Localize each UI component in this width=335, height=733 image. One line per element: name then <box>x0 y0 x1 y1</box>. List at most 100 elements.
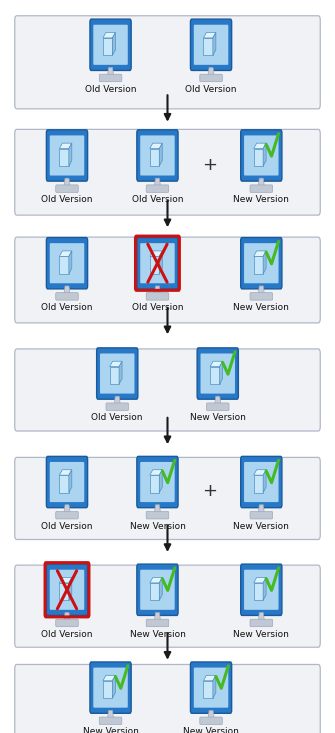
Polygon shape <box>254 143 266 149</box>
Polygon shape <box>254 251 266 257</box>
FancyBboxPatch shape <box>200 717 222 724</box>
Text: New Version: New Version <box>83 727 138 733</box>
Polygon shape <box>263 143 266 166</box>
Polygon shape <box>203 32 216 38</box>
Text: New Version: New Version <box>233 522 289 531</box>
Polygon shape <box>69 251 72 273</box>
Polygon shape <box>110 366 119 384</box>
Polygon shape <box>150 578 162 583</box>
FancyBboxPatch shape <box>250 185 273 192</box>
Polygon shape <box>254 475 263 493</box>
Polygon shape <box>59 251 72 257</box>
Polygon shape <box>159 470 162 493</box>
FancyBboxPatch shape <box>190 19 232 70</box>
Polygon shape <box>150 475 159 493</box>
Polygon shape <box>263 470 266 493</box>
Polygon shape <box>203 681 213 698</box>
FancyBboxPatch shape <box>250 619 273 627</box>
Polygon shape <box>254 149 263 166</box>
FancyBboxPatch shape <box>137 457 178 508</box>
Text: Old Version: Old Version <box>91 413 143 422</box>
FancyBboxPatch shape <box>15 129 320 216</box>
Polygon shape <box>213 675 216 698</box>
FancyBboxPatch shape <box>99 74 122 81</box>
FancyBboxPatch shape <box>93 25 128 65</box>
Polygon shape <box>59 257 69 273</box>
FancyBboxPatch shape <box>15 15 320 108</box>
FancyBboxPatch shape <box>194 668 228 707</box>
FancyBboxPatch shape <box>200 74 222 81</box>
FancyBboxPatch shape <box>50 136 84 175</box>
FancyBboxPatch shape <box>194 25 228 65</box>
Polygon shape <box>210 366 219 384</box>
FancyBboxPatch shape <box>46 130 88 181</box>
FancyBboxPatch shape <box>206 403 229 410</box>
FancyBboxPatch shape <box>93 668 128 707</box>
Polygon shape <box>154 178 160 186</box>
FancyBboxPatch shape <box>146 512 169 519</box>
Polygon shape <box>108 67 114 75</box>
Polygon shape <box>114 397 120 405</box>
Polygon shape <box>64 178 70 186</box>
FancyBboxPatch shape <box>90 662 131 713</box>
Polygon shape <box>219 361 222 384</box>
FancyBboxPatch shape <box>56 185 78 192</box>
FancyBboxPatch shape <box>46 564 88 616</box>
FancyBboxPatch shape <box>250 292 273 300</box>
FancyBboxPatch shape <box>241 237 282 289</box>
FancyBboxPatch shape <box>190 662 232 713</box>
FancyBboxPatch shape <box>244 570 278 610</box>
FancyBboxPatch shape <box>197 348 239 399</box>
Text: New Version: New Version <box>130 630 185 638</box>
Polygon shape <box>254 257 263 273</box>
Text: Old Version: Old Version <box>85 84 136 94</box>
FancyBboxPatch shape <box>201 353 235 394</box>
Text: Old Version: Old Version <box>41 195 93 205</box>
Text: Old Version: Old Version <box>185 84 237 94</box>
Polygon shape <box>103 38 112 55</box>
Polygon shape <box>154 286 160 294</box>
Polygon shape <box>103 32 115 38</box>
Polygon shape <box>150 257 159 273</box>
FancyBboxPatch shape <box>106 403 129 410</box>
Polygon shape <box>215 397 221 405</box>
FancyBboxPatch shape <box>241 457 282 508</box>
Polygon shape <box>159 143 162 166</box>
Polygon shape <box>69 143 72 166</box>
Polygon shape <box>254 578 266 583</box>
Polygon shape <box>258 613 264 621</box>
FancyBboxPatch shape <box>137 564 178 616</box>
Polygon shape <box>154 505 160 513</box>
FancyBboxPatch shape <box>244 136 278 175</box>
FancyBboxPatch shape <box>15 565 320 647</box>
Polygon shape <box>64 505 70 513</box>
Polygon shape <box>203 675 216 681</box>
Polygon shape <box>254 583 263 600</box>
Polygon shape <box>69 470 72 493</box>
Text: +: + <box>202 155 217 174</box>
Text: New Version: New Version <box>233 303 289 312</box>
FancyBboxPatch shape <box>50 570 84 610</box>
Polygon shape <box>110 361 122 366</box>
Polygon shape <box>59 475 69 493</box>
Polygon shape <box>208 67 214 75</box>
FancyBboxPatch shape <box>46 237 88 289</box>
Text: New Version: New Version <box>233 630 289 638</box>
Polygon shape <box>64 286 70 294</box>
Polygon shape <box>254 470 266 475</box>
Polygon shape <box>258 286 264 294</box>
Polygon shape <box>150 583 159 600</box>
FancyBboxPatch shape <box>146 292 169 300</box>
Text: New Version: New Version <box>190 413 246 422</box>
Polygon shape <box>112 675 115 698</box>
FancyBboxPatch shape <box>140 136 175 175</box>
Polygon shape <box>258 505 264 513</box>
Text: New Version: New Version <box>130 522 185 531</box>
FancyBboxPatch shape <box>90 19 131 70</box>
FancyBboxPatch shape <box>15 664 320 733</box>
Polygon shape <box>112 32 115 55</box>
Polygon shape <box>119 361 122 384</box>
Polygon shape <box>108 710 114 718</box>
FancyBboxPatch shape <box>140 243 175 283</box>
FancyBboxPatch shape <box>15 349 320 431</box>
